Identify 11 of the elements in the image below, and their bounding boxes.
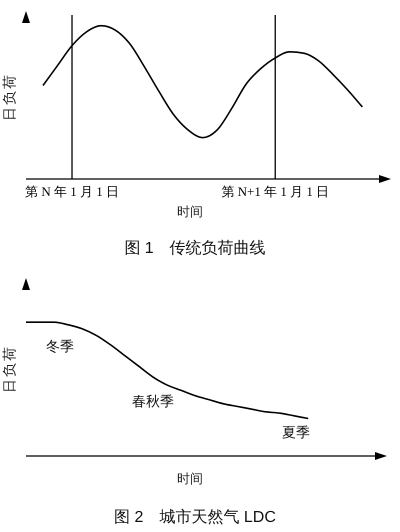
annotation: 冬季 [45, 338, 75, 356]
x-axis-title: 时间 [177, 471, 203, 486]
text: 图 1 传统负荷曲线 [124, 240, 266, 257]
y-axis-title: 日负荷 [1, 73, 18, 121]
x-axis-title: 时间 [177, 204, 203, 219]
y-axis-title: 日负荷 [1, 345, 18, 393]
x-tick-label: 第 N 年 1 月 1 日 [25, 184, 119, 200]
annotation: 春秋季 [131, 394, 175, 411]
text: 图 2 城市天然气 LDC [114, 509, 276, 526]
x-tick-label: 第 N+1 年 1 月 1 日 [221, 184, 330, 200]
annotation: 夏季 [281, 424, 311, 442]
